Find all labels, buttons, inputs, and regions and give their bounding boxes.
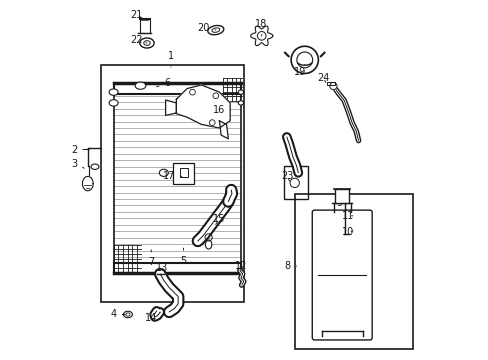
Polygon shape <box>165 100 176 116</box>
Text: 6: 6 <box>156 78 170 88</box>
Text: 22: 22 <box>130 35 147 45</box>
Text: 17: 17 <box>163 171 182 181</box>
Bar <box>284 166 308 199</box>
Circle shape <box>212 93 218 99</box>
Text: 15: 15 <box>213 215 225 224</box>
Ellipse shape <box>143 41 150 45</box>
Ellipse shape <box>123 311 132 318</box>
Bar <box>172 163 194 184</box>
Ellipse shape <box>205 240 211 249</box>
Bar <box>180 168 187 177</box>
Ellipse shape <box>238 101 243 105</box>
Bar <box>334 189 349 203</box>
Ellipse shape <box>135 82 145 89</box>
Text: 2: 2 <box>71 144 89 154</box>
Text: 19: 19 <box>293 64 305 77</box>
Ellipse shape <box>207 26 224 35</box>
Circle shape <box>209 120 215 126</box>
Text: 13: 13 <box>156 263 171 274</box>
Polygon shape <box>82 176 93 191</box>
Text: 11: 11 <box>342 211 354 221</box>
Text: 14: 14 <box>145 313 160 323</box>
Polygon shape <box>219 121 228 139</box>
Text: 9: 9 <box>336 198 346 211</box>
Text: 16: 16 <box>213 105 225 115</box>
Text: 4: 4 <box>110 310 125 319</box>
Ellipse shape <box>211 28 219 32</box>
Polygon shape <box>250 26 272 46</box>
Text: 21: 21 <box>130 10 143 20</box>
Ellipse shape <box>159 169 168 176</box>
Bar <box>140 19 149 33</box>
Ellipse shape <box>140 38 154 48</box>
Text: 24: 24 <box>317 73 329 83</box>
Text: 10: 10 <box>342 227 354 237</box>
Ellipse shape <box>109 89 118 95</box>
Text: 5: 5 <box>180 248 186 266</box>
Circle shape <box>290 46 318 73</box>
Text: 1: 1 <box>167 51 174 67</box>
Bar <box>294 194 412 348</box>
Circle shape <box>289 178 299 188</box>
FancyBboxPatch shape <box>312 210 371 340</box>
Ellipse shape <box>109 100 118 106</box>
Ellipse shape <box>125 313 130 316</box>
Ellipse shape <box>238 90 243 94</box>
Circle shape <box>329 82 336 90</box>
Text: 23: 23 <box>281 171 293 181</box>
Text: 12: 12 <box>234 261 246 271</box>
Circle shape <box>189 89 195 95</box>
Text: 7: 7 <box>148 250 154 267</box>
Bar <box>101 65 244 302</box>
Bar <box>326 82 334 85</box>
Ellipse shape <box>91 164 99 170</box>
Polygon shape <box>176 85 230 128</box>
Text: 20: 20 <box>197 23 215 33</box>
Text: 3: 3 <box>71 159 84 169</box>
Text: 18: 18 <box>254 19 266 36</box>
Text: 8: 8 <box>284 261 296 271</box>
